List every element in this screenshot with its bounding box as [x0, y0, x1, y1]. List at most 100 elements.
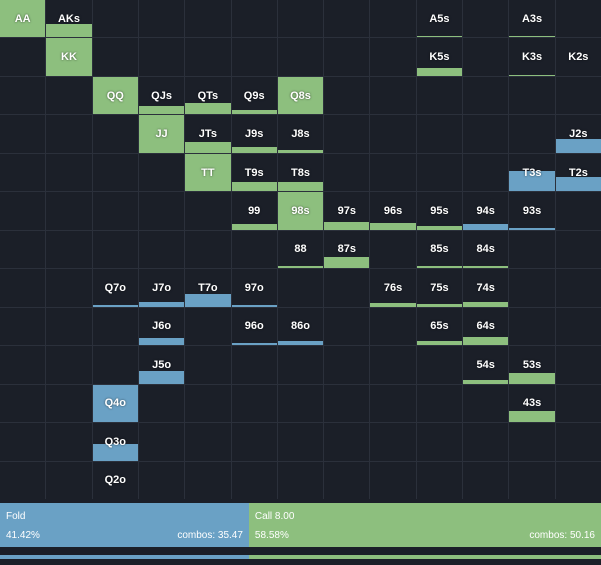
empty-hand-cell[interactable]	[92, 230, 138, 269]
empty-hand-cell[interactable]	[277, 38, 324, 76]
empty-hand-cell[interactable]	[138, 384, 185, 423]
empty-hand-cell[interactable]	[555, 192, 601, 230]
hand-cell-qq[interactable]: QQ	[92, 76, 138, 115]
empty-hand-cell[interactable]	[370, 115, 416, 153]
empty-hand-cell[interactable]	[277, 346, 324, 384]
empty-hand-cell[interactable]	[324, 76, 370, 115]
empty-hand-cell[interactable]	[231, 461, 277, 499]
hand-cell-t2s[interactable]: T2s	[555, 153, 601, 192]
empty-hand-cell[interactable]	[231, 38, 277, 76]
empty-hand-cell[interactable]	[0, 153, 46, 192]
empty-hand-cell[interactable]	[277, 0, 324, 38]
hand-cell-84s[interactable]: 84s	[463, 230, 509, 269]
empty-hand-cell[interactable]	[370, 423, 416, 461]
hand-cell-74s[interactable]: 74s	[463, 269, 509, 307]
empty-hand-cell[interactable]	[0, 38, 46, 76]
empty-hand-cell[interactable]	[138, 423, 185, 461]
empty-hand-cell[interactable]	[185, 38, 231, 76]
empty-hand-cell[interactable]	[185, 230, 231, 269]
empty-hand-cell[interactable]	[46, 153, 92, 192]
hand-cell-jts[interactable]: JTs	[185, 115, 231, 153]
empty-hand-cell[interactable]	[555, 269, 601, 307]
hand-cell-aa[interactable]: AA	[0, 0, 46, 38]
empty-hand-cell[interactable]	[0, 269, 46, 307]
hand-cell-qts[interactable]: QTs	[185, 76, 231, 115]
hand-cell-j9s[interactable]: J9s	[231, 115, 277, 153]
empty-hand-cell[interactable]	[555, 0, 601, 38]
call-summary[interactable]: Call 8.00 58.58% combos: 50.16	[248, 503, 601, 547]
empty-hand-cell[interactable]	[324, 346, 370, 384]
empty-hand-cell[interactable]	[463, 384, 509, 423]
empty-hand-cell[interactable]	[555, 307, 601, 346]
empty-hand-cell[interactable]	[277, 423, 324, 461]
empty-hand-cell[interactable]	[0, 76, 46, 115]
hand-cell-k3s[interactable]: K3s	[509, 38, 555, 76]
empty-hand-cell[interactable]	[46, 384, 92, 423]
empty-hand-cell[interactable]	[138, 461, 185, 499]
hand-cell-76s[interactable]: 76s	[370, 269, 416, 307]
hand-cell-j7o[interactable]: J7o	[138, 269, 185, 307]
empty-hand-cell[interactable]	[555, 461, 601, 499]
hand-cell-aks[interactable]: AKs	[46, 0, 92, 38]
hand-cell-q3o[interactable]: Q3o	[92, 423, 138, 461]
empty-hand-cell[interactable]	[231, 0, 277, 38]
empty-hand-cell[interactable]	[92, 38, 138, 76]
hand-cell-j5o[interactable]: J5o	[138, 346, 185, 384]
hand-cell-q2o[interactable]: Q2o	[92, 461, 138, 499]
empty-hand-cell[interactable]	[463, 423, 509, 461]
hand-cell-k2s[interactable]: K2s	[555, 38, 601, 76]
empty-hand-cell[interactable]	[370, 0, 416, 38]
empty-hand-cell[interactable]	[46, 423, 92, 461]
hand-cell-q7o[interactable]: Q7o	[92, 269, 138, 307]
empty-hand-cell[interactable]	[416, 346, 463, 384]
hand-cell-65s[interactable]: 65s	[416, 307, 463, 346]
fold-summary[interactable]: Fold 41.42% combos: 35.47	[0, 503, 249, 547]
empty-hand-cell[interactable]	[92, 307, 138, 346]
empty-hand-cell[interactable]	[370, 230, 416, 269]
hand-cell-54s[interactable]: 54s	[463, 346, 509, 384]
empty-hand-cell[interactable]	[185, 423, 231, 461]
empty-hand-cell[interactable]	[324, 269, 370, 307]
hand-cell-j2s[interactable]: J2s	[555, 115, 601, 153]
hand-cell-96s[interactable]: 96s	[370, 192, 416, 230]
empty-hand-cell[interactable]	[416, 384, 463, 423]
hand-cell-t3s[interactable]: T3s	[509, 153, 555, 192]
empty-hand-cell[interactable]	[370, 76, 416, 115]
empty-hand-cell[interactable]	[0, 461, 46, 499]
empty-hand-cell[interactable]	[324, 153, 370, 192]
empty-hand-cell[interactable]	[555, 384, 601, 423]
hand-cell-kk[interactable]: KK	[46, 38, 92, 76]
empty-hand-cell[interactable]	[555, 423, 601, 461]
hand-cell-43s[interactable]: 43s	[509, 384, 555, 423]
hand-cell-86o[interactable]: 86o	[277, 307, 324, 346]
empty-hand-cell[interactable]	[0, 307, 46, 346]
empty-hand-cell[interactable]	[231, 384, 277, 423]
empty-hand-cell[interactable]	[509, 269, 555, 307]
hand-cell-q8s[interactable]: Q8s	[277, 76, 324, 115]
empty-hand-cell[interactable]	[277, 461, 324, 499]
empty-hand-cell[interactable]	[46, 115, 92, 153]
empty-hand-cell[interactable]	[416, 461, 463, 499]
hand-cell-97s[interactable]: 97s	[324, 192, 370, 230]
empty-hand-cell[interactable]	[92, 192, 138, 230]
empty-hand-cell[interactable]	[463, 38, 509, 76]
empty-hand-cell[interactable]	[231, 230, 277, 269]
empty-hand-cell[interactable]	[555, 76, 601, 115]
empty-hand-cell[interactable]	[277, 384, 324, 423]
hand-cell-94s[interactable]: 94s	[463, 192, 509, 230]
hand-cell-93s[interactable]: 93s	[509, 192, 555, 230]
empty-hand-cell[interactable]	[463, 153, 509, 192]
hand-cell-97o[interactable]: 97o	[231, 269, 277, 307]
hand-cell-qjs[interactable]: QJs	[138, 76, 185, 115]
empty-hand-cell[interactable]	[185, 192, 231, 230]
empty-hand-cell[interactable]	[277, 269, 324, 307]
hand-cell-95s[interactable]: 95s	[416, 192, 463, 230]
empty-hand-cell[interactable]	[416, 115, 463, 153]
empty-hand-cell[interactable]	[92, 0, 138, 38]
empty-hand-cell[interactable]	[324, 461, 370, 499]
hand-cell-t9s[interactable]: T9s	[231, 153, 277, 192]
hand-cell-87s[interactable]: 87s	[324, 230, 370, 269]
hand-cell-99[interactable]: 99	[231, 192, 277, 230]
empty-hand-cell[interactable]	[46, 307, 92, 346]
hand-cell-64s[interactable]: 64s	[463, 307, 509, 346]
